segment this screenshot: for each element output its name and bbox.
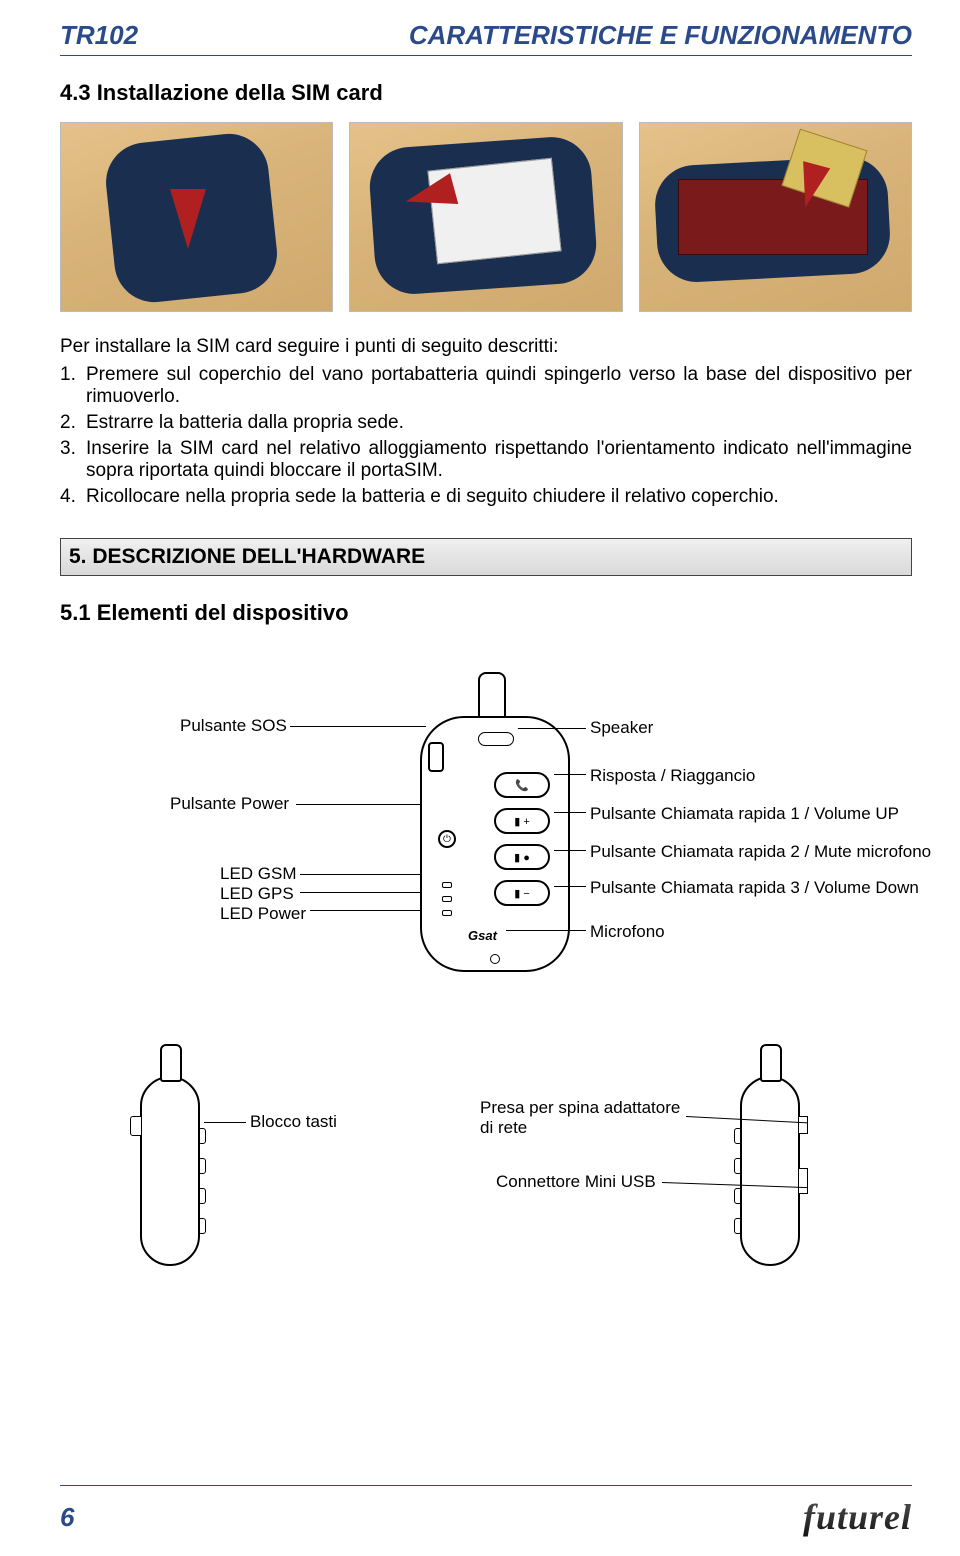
step-number: 2. xyxy=(60,412,86,434)
page-footer: 6 futurel xyxy=(60,1485,912,1538)
label-sos: Pulsante SOS xyxy=(180,716,287,736)
led-power-icon xyxy=(442,910,452,916)
side-button-icon xyxy=(198,1158,206,1174)
antenna-icon xyxy=(760,1044,782,1082)
label-usb: Connettore Mini USB xyxy=(496,1172,656,1192)
leader-line xyxy=(296,804,436,805)
photo-row xyxy=(60,122,912,312)
lock-switch-icon xyxy=(130,1116,142,1136)
label-led-gsm: LED GSM xyxy=(220,864,297,884)
label-speaker: Speaker xyxy=(590,718,653,738)
photo-step1 xyxy=(60,122,333,312)
leader-line xyxy=(554,812,586,813)
label-btn1: Pulsante Chiamata rapida 1 / Volume UP xyxy=(590,804,899,824)
quick3-button-icon: ▮ − xyxy=(494,880,550,906)
usb-port-icon xyxy=(798,1168,808,1194)
led-gps-icon xyxy=(442,896,452,902)
label-mic: Microfono xyxy=(590,922,665,942)
step-text: Premere sul coperchio del vano portabatt… xyxy=(86,364,912,408)
photo-step3 xyxy=(639,122,912,312)
leader-line xyxy=(204,1122,246,1123)
step-2: 2.Estrarre la batteria dalla propria sed… xyxy=(60,412,912,434)
answer-button-icon: 📞 xyxy=(494,772,550,798)
side-button-icon xyxy=(734,1188,742,1204)
label-led-gps: LED GPS xyxy=(220,884,294,904)
leader-line xyxy=(290,726,426,727)
side-button-icon xyxy=(734,1158,742,1174)
header-model: TR102 xyxy=(60,20,138,51)
leader-line xyxy=(554,886,586,887)
step-3: 3.Inserire la SIM card nel relativo allo… xyxy=(60,438,912,482)
label-adapter: Presa per spina adattatore di rete xyxy=(480,1098,680,1138)
step-number: 4. xyxy=(60,486,86,508)
step-text: Estrarre la batteria dalla propria sede. xyxy=(86,412,912,434)
device-logo: Gsat xyxy=(468,928,497,943)
page-header: TR102 CARATTERISTICHE E FUNZIONAMENTO xyxy=(60,20,912,56)
side-button-icon xyxy=(734,1128,742,1144)
device-diagram: Pulsante SOS Pulsante Power LED GSM LED … xyxy=(60,662,912,1012)
heading-4-3: 4.3 Installazione della SIM card xyxy=(60,80,912,106)
label-answer: Risposta / Riaggancio xyxy=(590,766,755,786)
brand-logo: futurel xyxy=(803,1496,912,1538)
device-front: ⏻ 📞 ▮ + ▮ ● ▮ − Gsat xyxy=(420,672,570,972)
leader-line xyxy=(518,728,586,729)
leader-line xyxy=(300,874,440,875)
device-side-right xyxy=(740,1076,800,1266)
side-button-icon xyxy=(734,1218,742,1234)
led-gsm-icon xyxy=(442,882,452,888)
speaker-icon xyxy=(478,732,514,746)
quick1-button-icon: ▮ + xyxy=(494,808,550,834)
label-power: Pulsante Power xyxy=(170,794,289,814)
label-lock: Blocco tasti xyxy=(250,1112,337,1132)
step-1: 1.Premere sul coperchio del vano portaba… xyxy=(60,364,912,408)
heading-5-1: 5.1 Elementi del dispositivo xyxy=(60,600,912,626)
arrow-down-icon xyxy=(170,189,206,249)
photo-step2 xyxy=(349,122,622,312)
side-button-icon xyxy=(198,1188,206,1204)
microphone-icon xyxy=(490,954,500,964)
leader-line xyxy=(506,930,586,931)
side-diagram: Blocco tasti Presa per spina adattatore … xyxy=(60,1042,912,1272)
side-button-icon xyxy=(198,1218,206,1234)
step-4: 4.Ricollocare nella propria sede la batt… xyxy=(60,486,912,508)
quick2-button-icon: ▮ ● xyxy=(494,844,550,870)
intro-text: Per installare la SIM card seguire i pun… xyxy=(60,336,912,358)
power-button-icon: ⏻ xyxy=(438,830,456,848)
leader-line xyxy=(554,774,586,775)
step-text: Inserire la SIM card nel relativo allogg… xyxy=(86,438,912,482)
section-5-bar: 5. DESCRIZIONE DELL'HARDWARE xyxy=(60,538,912,576)
device-side-left xyxy=(140,1076,200,1266)
label-led-power: LED Power xyxy=(220,904,306,924)
header-section-title: CARATTERISTICHE E FUNZIONAMENTO xyxy=(409,20,912,51)
label-btn2: Pulsante Chiamata rapida 2 / Mute microf… xyxy=(590,842,931,862)
step-number: 1. xyxy=(60,364,86,408)
side-button-icon xyxy=(198,1128,206,1144)
page-number: 6 xyxy=(60,1502,74,1533)
antenna-icon xyxy=(160,1044,182,1082)
step-number: 3. xyxy=(60,438,86,482)
sos-button-icon xyxy=(428,742,444,772)
label-btn3: Pulsante Chiamata rapida 3 / Volume Down xyxy=(590,878,919,898)
power-port-icon xyxy=(798,1116,808,1134)
step-text: Ricollocare nella propria sede la batter… xyxy=(86,486,912,508)
leader-line xyxy=(300,892,440,893)
leader-line xyxy=(554,850,586,851)
